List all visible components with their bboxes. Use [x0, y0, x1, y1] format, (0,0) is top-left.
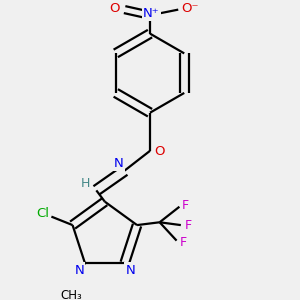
Text: CH₃: CH₃	[60, 289, 82, 300]
Text: N⁺: N⁺	[143, 7, 160, 20]
Text: N: N	[114, 157, 124, 170]
Text: F: F	[180, 236, 187, 248]
Text: O⁻: O⁻	[181, 2, 198, 15]
Text: N: N	[74, 263, 84, 277]
Text: N: N	[125, 263, 135, 277]
Text: H: H	[80, 177, 90, 190]
Text: O: O	[154, 145, 165, 158]
Text: F: F	[182, 199, 189, 212]
Text: O: O	[110, 2, 120, 15]
Text: F: F	[184, 219, 191, 232]
Text: Cl: Cl	[36, 207, 50, 220]
